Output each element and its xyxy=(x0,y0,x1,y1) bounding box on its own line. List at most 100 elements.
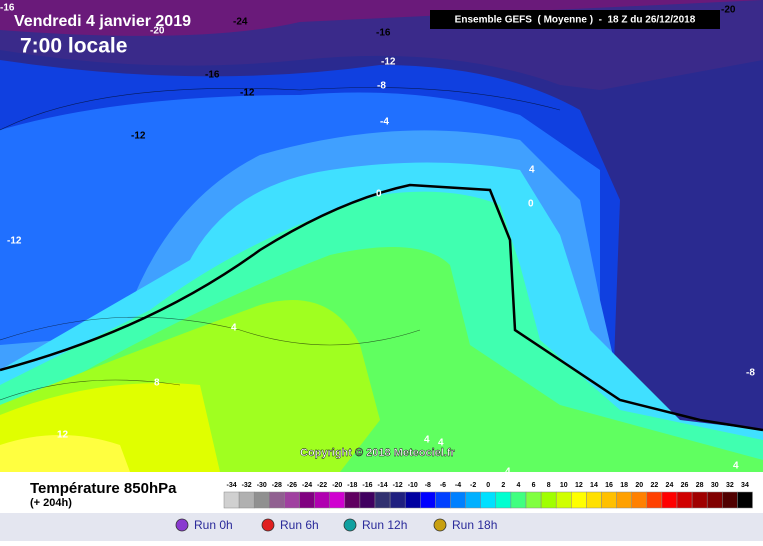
scale-label: 34 xyxy=(741,482,749,489)
scale-label: 26 xyxy=(681,482,689,489)
contour-label: -16 xyxy=(205,70,220,81)
run-label: Run 18h xyxy=(452,518,497,532)
scale-label: 10 xyxy=(560,482,568,489)
copyright: Copyright © 2018 Meteociel.fr xyxy=(300,447,456,459)
contour-label: 4 xyxy=(424,435,430,446)
scale-swatch xyxy=(722,491,738,509)
contour-label: -24 xyxy=(233,17,248,28)
contour-label: 4 xyxy=(733,461,739,472)
color-scale: -34 -32 -30 -28 -26 -24 -22 -20 -18 -16 -14 -12 -10-… xyxy=(223,482,753,509)
scale-label: -16 xyxy=(362,482,372,489)
run-label: Run 6h xyxy=(280,518,319,532)
scale-swatch xyxy=(389,491,406,509)
scale-label: -14 xyxy=(377,482,387,489)
run-label: Run 0h xyxy=(194,518,233,532)
run-icon xyxy=(261,518,275,532)
contour-label: -20 xyxy=(721,5,736,16)
scale-label: -10 xyxy=(408,482,418,489)
contour-label: -8 xyxy=(377,81,386,92)
date: Vendredi 4 janvier 2019 xyxy=(14,13,191,30)
scale-swatch xyxy=(284,491,300,509)
scale-swatch xyxy=(571,491,587,509)
model-box xyxy=(430,10,720,29)
scale-label: -28 xyxy=(272,482,282,489)
scale-swatch xyxy=(314,491,330,509)
contour-label: -12 xyxy=(7,236,22,247)
contour-label: 4 xyxy=(529,165,535,176)
scale-label: -24 xyxy=(302,482,312,489)
scale-label: 4 xyxy=(516,482,520,489)
scale-swatch xyxy=(706,491,723,509)
contour-label: 4 xyxy=(231,323,237,334)
scale-label: -34 xyxy=(226,482,236,489)
scale-swatch xyxy=(676,491,693,509)
contour-label: -4 xyxy=(380,117,389,128)
scale-label: 12 xyxy=(575,482,583,489)
scale-swatch xyxy=(646,491,663,509)
run-button[interactable]: Run 6h xyxy=(261,518,319,532)
scale-label: -8 xyxy=(425,482,431,489)
run-bar xyxy=(0,513,763,541)
scale-label: 24 xyxy=(666,482,674,489)
time: 7:00 locale xyxy=(20,35,127,58)
scale-swatch xyxy=(404,491,421,509)
run-buttons: Run 0h Run 6h Run 12h Run 18h xyxy=(175,518,497,532)
legend-title: Température 850hPa xyxy=(30,480,177,497)
scale-swatch xyxy=(495,491,512,509)
scale-swatch xyxy=(601,491,617,509)
scale-swatch xyxy=(450,491,466,509)
scale-label: -22 xyxy=(317,482,327,489)
scale-swatch xyxy=(299,491,315,509)
scale-swatch xyxy=(510,491,527,509)
scale-swatch xyxy=(223,491,240,509)
contour-label: -12 xyxy=(381,57,396,68)
scale-swatch xyxy=(374,491,391,509)
contour-label: 0 xyxy=(528,199,534,210)
run-button[interactable]: Run 12h xyxy=(343,518,407,532)
scale-label: -32 xyxy=(242,482,252,489)
scale-swatch xyxy=(238,491,255,509)
scale-label: -20 xyxy=(332,482,342,489)
scale-label: 2 xyxy=(501,482,505,489)
scale-label: 32 xyxy=(726,482,734,489)
contour-label: -12 xyxy=(131,131,146,142)
scale-swatch xyxy=(586,491,602,509)
scale-label: 6 xyxy=(532,482,536,489)
contour-label: 4 xyxy=(438,438,444,449)
scale-label: 20 xyxy=(635,482,643,489)
scale-label: 16 xyxy=(605,482,613,489)
scale-label: 0 xyxy=(486,482,490,489)
run-button[interactable]: Run 0h xyxy=(175,518,233,532)
scale-swatch xyxy=(329,491,346,509)
scale-swatch xyxy=(737,491,753,509)
contour-label: -20 xyxy=(150,26,165,37)
scale-label: -26 xyxy=(287,482,297,489)
run-icon xyxy=(343,518,357,532)
contour-label: -8 xyxy=(746,368,755,379)
scale-swatch xyxy=(540,491,557,509)
scale-swatch xyxy=(420,491,436,509)
scale-swatch xyxy=(359,491,376,509)
scale-swatch xyxy=(269,491,285,509)
map xyxy=(0,0,763,472)
scale-label: -18 xyxy=(347,482,357,489)
scale-swatch xyxy=(253,491,270,509)
contour-label: -12 xyxy=(240,88,255,99)
contour-label: 12 xyxy=(57,430,69,441)
scale-label: -2 xyxy=(470,482,476,489)
scale-swatch xyxy=(555,491,572,509)
contour-label: 0 xyxy=(376,189,382,200)
contour-label: 8 xyxy=(154,378,160,389)
scale-swatch xyxy=(465,491,481,509)
scale-swatch xyxy=(661,491,678,509)
model: Ensemble GEFS ( Moyenne ) - 18 Z du 26/1… xyxy=(455,15,696,26)
scale-swatch xyxy=(435,491,451,509)
scale-label: -12 xyxy=(393,482,403,489)
scale-label: 22 xyxy=(650,482,658,489)
run-button[interactable]: Run 18h xyxy=(433,518,497,532)
run-icon xyxy=(175,518,189,532)
run-label: Run 12h xyxy=(362,518,407,532)
scale-label: 14 xyxy=(590,482,598,489)
legend-subtitle: (+ 204h) xyxy=(30,497,72,509)
